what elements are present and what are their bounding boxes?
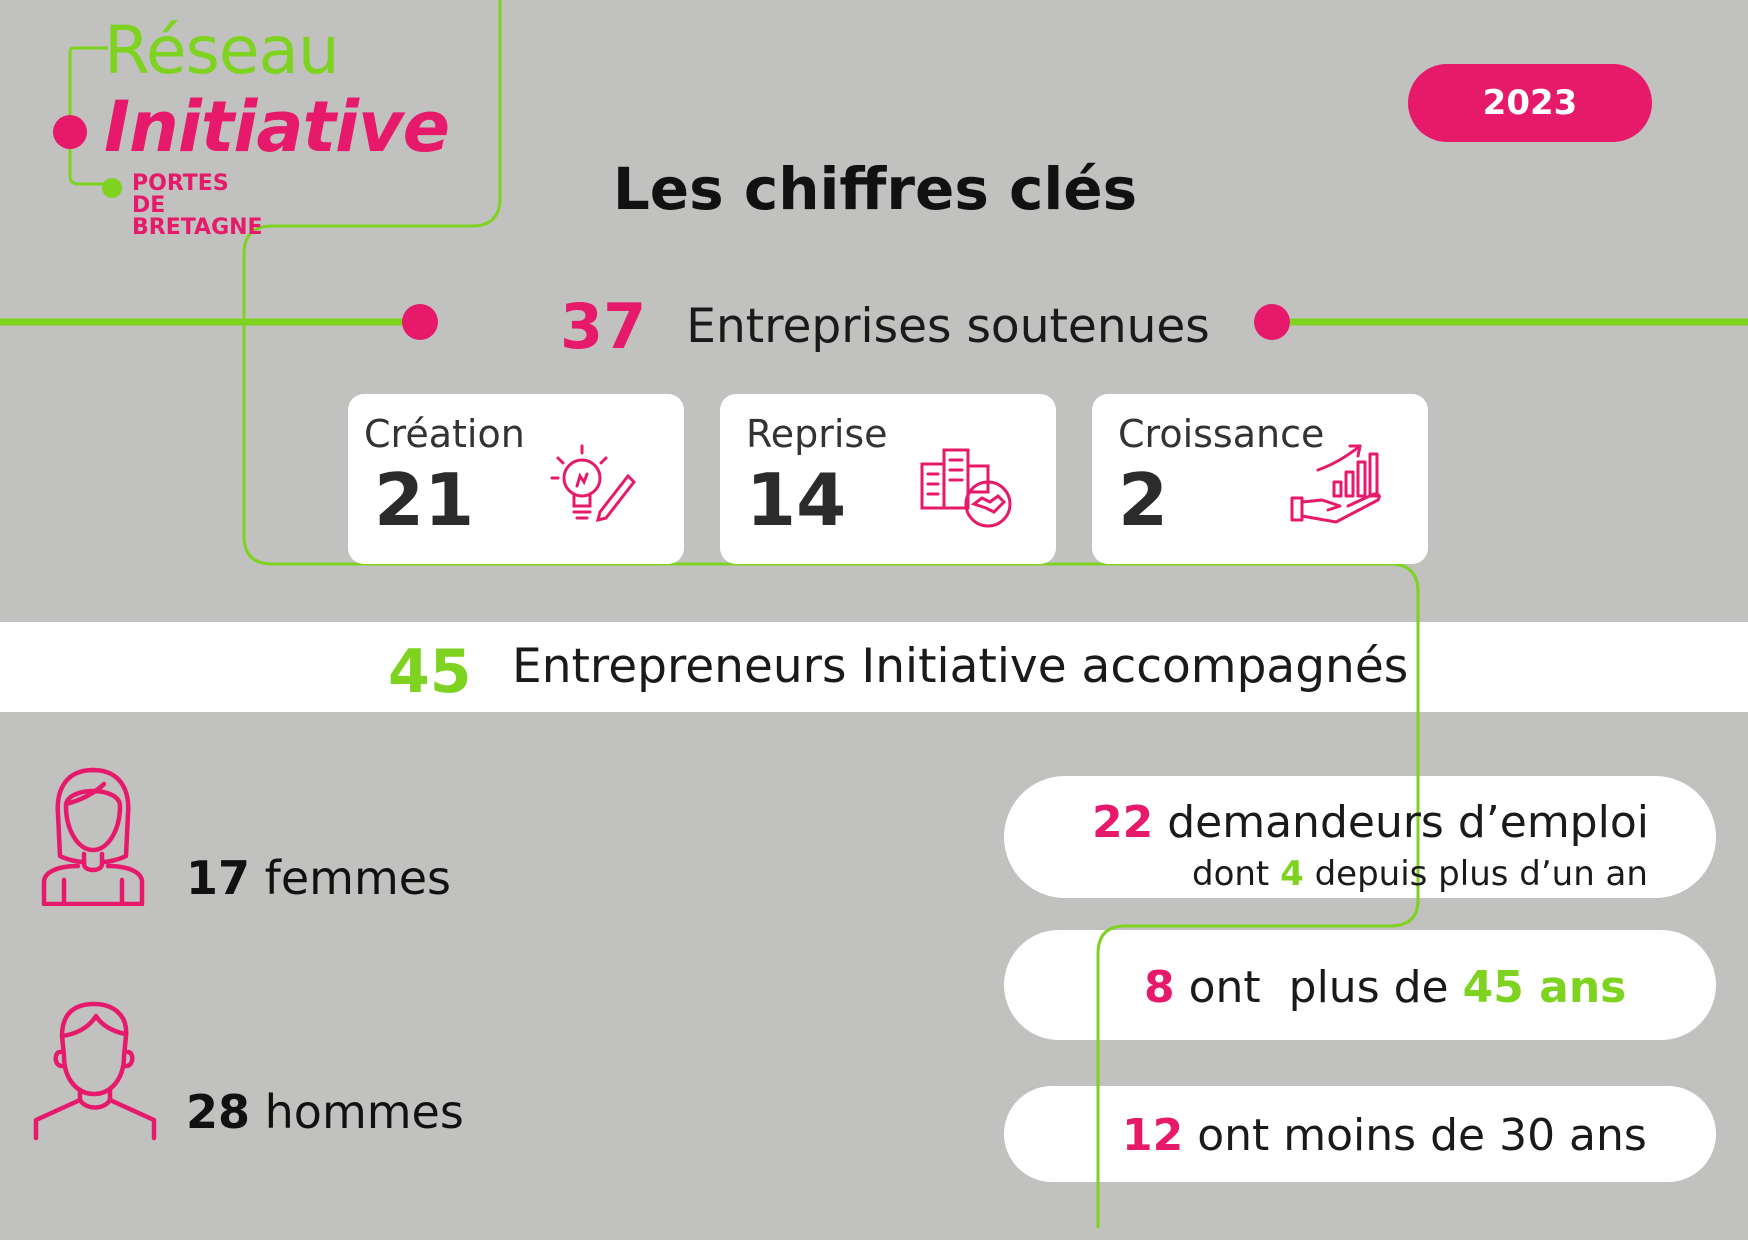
- over45-age: 45 ans: [1462, 962, 1627, 1013]
- logo-initiative-text: Initiative: [104, 86, 450, 168]
- man-icon: [33, 1001, 157, 1141]
- lightbulb-icon: [550, 444, 636, 523]
- women-count: 17: [186, 851, 251, 905]
- card-reprise: Reprise 14: [720, 394, 1056, 564]
- logo-subtitle: PORTES DE BRETAGNE: [132, 171, 263, 240]
- entrepreneurs-band: 45 Entrepreneurs Initiative accompagnés: [0, 622, 1748, 712]
- men-label: hommes: [264, 1085, 464, 1139]
- jobseekers-label: demandeurs d’emploi: [1167, 797, 1649, 848]
- under30-line: 12 ont moins de 30 ans: [1122, 1114, 1647, 1158]
- pill-jobseekers: [1004, 776, 1716, 898]
- year-badge: 2023: [1408, 64, 1652, 142]
- women-stat: 17 femmes: [186, 855, 451, 901]
- card-creation-label: Création: [364, 412, 525, 456]
- companies-headline: 37 Entreprises soutenues: [560, 290, 1210, 363]
- band-line-segment: [1416, 622, 1420, 712]
- women-label: femmes: [264, 851, 452, 905]
- entrepreneurs-label: Entrepreneurs Initiative accompagnés: [512, 639, 1409, 694]
- over45-count: 8: [1144, 962, 1175, 1013]
- jobseekers-sub-count: 4: [1280, 854, 1304, 894]
- card-reprise-label: Reprise: [746, 412, 888, 456]
- logo-reseau-text: Réseau: [104, 12, 340, 89]
- card-croissance-label: Croissance: [1118, 412, 1325, 456]
- over45-line: 8 ont plus de 45 ans: [1144, 966, 1626, 1010]
- companies-count: 37: [560, 290, 647, 363]
- pill-over45: [1004, 930, 1716, 1040]
- jobseekers-sub-suffix: depuis plus d’un an: [1314, 854, 1648, 894]
- entrepreneurs-count: 45: [388, 637, 472, 707]
- pill-under30: [1004, 1086, 1716, 1182]
- card-creation-value: 21: [374, 458, 475, 542]
- jobseekers-subline: dont 4 depuis plus d’un an: [1192, 857, 1648, 891]
- men-count: 28: [186, 1085, 251, 1139]
- card-croissance-value: 2: [1118, 458, 1169, 542]
- jobseekers-sub-prefix: dont: [1192, 854, 1270, 894]
- jobseekers-line: 22 demandeurs d’emploi: [1092, 801, 1649, 845]
- page-title: Les chiffres clés: [612, 155, 1138, 223]
- over45-label: ont plus de: [1188, 962, 1449, 1013]
- woman-icon: [41, 767, 145, 906]
- jobseekers-count: 22: [1092, 797, 1154, 848]
- under30-label: ont moins de 30 ans: [1197, 1110, 1647, 1161]
- companies-label: Entreprises soutenues: [686, 299, 1210, 354]
- growth-hand-icon: [1290, 444, 1381, 524]
- men-stat: 28 hommes: [186, 1089, 464, 1135]
- card-croissance: Croissance 2: [1092, 394, 1428, 564]
- under30-count: 12: [1122, 1110, 1184, 1161]
- buildings-handshake-icon: [920, 448, 1012, 528]
- card-creation: Création 21: [348, 394, 684, 564]
- card-reprise-value: 14: [746, 458, 847, 542]
